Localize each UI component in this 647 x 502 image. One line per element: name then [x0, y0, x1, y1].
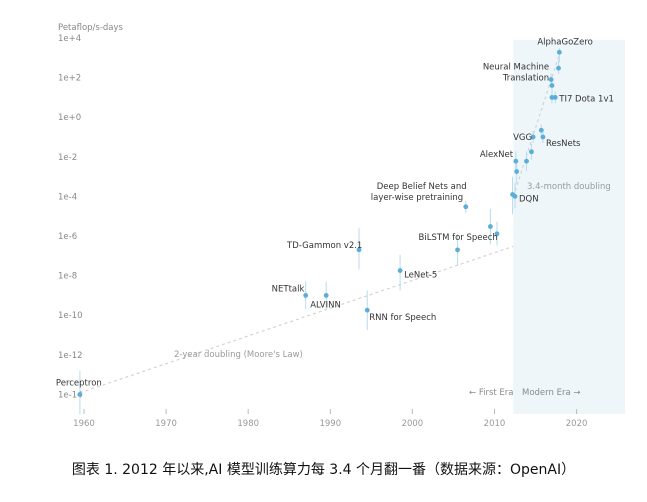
y-tick-label: 1e+2 — [58, 74, 81, 84]
trend-line-label: 3.4-month doubling — [527, 182, 611, 192]
point-label: Perceptron — [56, 378, 102, 388]
data-point — [552, 95, 558, 100]
data-point — [513, 158, 519, 164]
data-point — [549, 83, 555, 88]
point-label: TD-Gammon v2.1 — [286, 241, 362, 251]
point-label: VGG — [513, 133, 532, 143]
point-label: ALVINN — [310, 300, 341, 310]
first-era-label: ← First Era — [469, 388, 514, 398]
x-axis: 1960 1970 1980 1990 2000 2010 2020 — [73, 409, 587, 429]
y-tick-label: 1e-2 — [58, 153, 77, 163]
y-axis: 1e+4 1e+2 1e+0 1e-2 1e-4 1e-6 1e-8 1e-10 1e-12 1e… — [58, 34, 83, 400]
data-point — [529, 149, 534, 155]
point-label: BiLSTM for Speech — [419, 233, 498, 243]
point-label: DQN — [519, 194, 539, 204]
y-tick-label: 1e-12 — [58, 351, 83, 361]
y-tick-label: 1e-10 — [58, 311, 83, 321]
data-point — [487, 224, 493, 229]
point-label: RNN for Speech — [369, 313, 436, 323]
data-point — [538, 127, 544, 133]
x-tick-label: 2010 — [484, 419, 506, 429]
trend-line — [512, 51, 561, 197]
point-label: Deep Belief Nets and layer-wise pretraini… — [371, 182, 467, 203]
point-label: Neural Machine Translation — [483, 63, 549, 84]
data-point — [530, 134, 536, 140]
point-label: LeNet-5 — [404, 271, 437, 281]
x-tick-label: 1960 — [73, 419, 95, 429]
compute-trend-chart: 1e+4 1e+2 1e+0 1e-2 1e-4 1e-6 1e-8 1e-10 1e-12 1e… — [56, 23, 625, 429]
x-tick-label: 1970 — [155, 419, 177, 429]
point-label: AlexNet — [480, 150, 514, 160]
trend-lines: 2-year doubling (Moore's Law) 3.4-month d… — [79, 51, 611, 394]
data-point — [455, 247, 460, 253]
y-tick-label: 1e-14 — [58, 390, 83, 400]
data-point — [494, 231, 500, 237]
figure-caption: 图表 1. 2012 年以来,AI 模型训练算力每 3.4 个月翻一番（数据来源… — [71, 462, 576, 478]
y-tick-label: 1e-6 — [58, 232, 77, 242]
data-points — [77, 49, 562, 397]
data-point — [303, 293, 309, 298]
modern-era-background — [513, 40, 625, 414]
data-point — [323, 293, 329, 298]
data-point — [549, 95, 555, 100]
y-tick-label: 1e+0 — [58, 113, 81, 123]
data-point — [556, 65, 561, 71]
era-labels: ← First Era Modern Era → — [469, 388, 581, 398]
y-tick-label: 1e+4 — [58, 34, 81, 44]
trend-line-label: 2-year doubling (Moore's Law) — [174, 350, 303, 360]
data-point — [77, 392, 83, 397]
trend-line — [79, 245, 514, 394]
y-tick-label: 1e-8 — [58, 272, 77, 282]
data-point — [556, 49, 562, 55]
y-tick-label: 1e-4 — [58, 192, 77, 202]
point-labels: Perceptron NETtalk ALVINN RNN for Speech TD-… — [56, 37, 614, 388]
modern-era-label: Modern Era → — [522, 388, 581, 398]
data-point — [548, 77, 554, 82]
data-point — [524, 158, 529, 164]
data-point — [364, 307, 370, 313]
point-label: TI7 Dota 1v1 — [558, 94, 614, 104]
error-bars — [79, 48, 560, 415]
data-point — [510, 192, 515, 197]
data-point — [356, 247, 362, 253]
y-axis-unit-label: Petaflop/s-days — [58, 23, 124, 33]
x-tick-label: 1980 — [237, 419, 259, 429]
data-point — [540, 134, 546, 140]
point-label: NETtalk — [272, 284, 305, 294]
x-tick-label: 2020 — [566, 419, 588, 429]
point-label: ResNets — [546, 139, 581, 149]
data-point — [514, 169, 520, 174]
data-point — [463, 204, 469, 210]
x-tick-label: 1990 — [319, 419, 341, 429]
data-point — [397, 268, 403, 273]
point-label: AlphaGoZero — [537, 37, 593, 47]
x-tick-label: 2000 — [402, 419, 424, 429]
